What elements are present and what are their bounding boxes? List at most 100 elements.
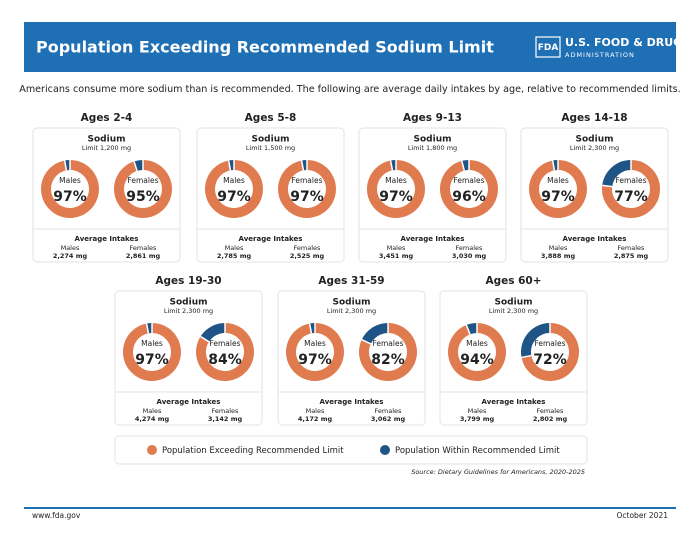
- intake-category: Males: [387, 244, 406, 252]
- intake-value: 2,861 mg: [126, 252, 161, 260]
- panel-title: Ages 5-8: [245, 112, 297, 124]
- panel-title: Ages 9-13: [403, 112, 462, 124]
- segment-gap: [308, 323, 313, 334]
- donut-segment: [361, 323, 389, 345]
- intake-category: Females: [456, 244, 484, 252]
- intake-title: Average Intakes: [482, 398, 546, 406]
- legend-label: Population Exceeding Recommended Limit: [162, 446, 344, 456]
- donut-segment: [367, 160, 425, 218]
- header-bar: [24, 22, 676, 72]
- donut-value-label: 97%: [135, 352, 169, 368]
- donut-segment: [278, 160, 336, 218]
- panel-limit: Limit 2,300 mg: [327, 307, 376, 315]
- donut-category: Females: [209, 339, 240, 348]
- donut-value-label: 96%: [452, 189, 486, 205]
- intake-category: Males: [225, 244, 244, 252]
- intake-title: Average Intakes: [75, 235, 139, 243]
- panel-subtitle: Sodium: [252, 135, 290, 145]
- donut-value-label: 97%: [298, 352, 332, 368]
- donut-segment: [602, 160, 632, 187]
- legend-box: [114, 435, 588, 465]
- panel-title: Ages 31-59: [318, 275, 384, 287]
- panel-title: Ages 60+: [485, 275, 541, 287]
- panel-limit: Limit 2,300 mg: [570, 144, 619, 152]
- intake-value: 4,274 mg: [135, 415, 170, 423]
- intake-value: 3,062 mg: [371, 415, 406, 423]
- donut-category: Females: [615, 176, 646, 185]
- footer-right: October 2021: [617, 511, 669, 520]
- segment-gap: [461, 160, 466, 171]
- intake-category: Females: [212, 407, 240, 415]
- donut-value-label: 97%: [217, 189, 251, 205]
- intake-category: Males: [306, 407, 325, 415]
- intake-value: 3,799 mg: [460, 415, 495, 423]
- panel-limit: Limit 2,300 mg: [489, 307, 538, 315]
- segment-gap: [300, 160, 305, 171]
- intake-title: Average Intakes: [563, 235, 627, 243]
- panel-limit: Limit 1,500 mg: [246, 144, 295, 152]
- intake-category: Males: [549, 244, 568, 252]
- donut-segment: [529, 160, 587, 218]
- donut-segment: [440, 160, 498, 218]
- segment-gap: [200, 335, 210, 343]
- segment-gap: [602, 184, 613, 188]
- intake-title: Average Intakes: [401, 235, 465, 243]
- panel-subtitle: Sodium: [333, 298, 371, 308]
- logo-sub: ADMINISTRATION: [565, 51, 635, 59]
- donut-category: Males: [141, 339, 163, 348]
- logo-badge: FDA: [538, 43, 559, 53]
- intake-category: Females: [537, 407, 565, 415]
- donut-segment: [114, 160, 172, 218]
- segment-gap: [63, 160, 68, 171]
- intake-value: 2,875 mg: [614, 252, 649, 260]
- segment-gap: [465, 324, 471, 335]
- segment-gap: [227, 160, 232, 171]
- segment-gap: [145, 323, 150, 334]
- donut-category: Females: [372, 339, 403, 348]
- segment-gap: [521, 354, 532, 359]
- panel-subtitle: Sodium: [495, 298, 533, 308]
- panel-subtitle: Sodium: [88, 135, 126, 145]
- legend-swatch: [380, 445, 390, 455]
- segment-gap: [551, 160, 556, 171]
- donut-segment: [200, 323, 226, 343]
- panel-title: Ages 14-18: [561, 112, 627, 124]
- donut-value-label: 97%: [541, 189, 575, 205]
- donut-category: Females: [127, 176, 158, 185]
- intake-value: 2,802 mg: [533, 415, 568, 423]
- intake-category: Males: [468, 407, 487, 415]
- legend-swatch: [147, 445, 157, 455]
- donut-segment: [134, 160, 144, 171]
- donut-value-label: 72%: [533, 352, 567, 368]
- page-title: Population Exceeding Recommended Sodium …: [36, 38, 494, 57]
- panel-limit: Limit 2,300 mg: [164, 307, 213, 315]
- intake-category: Males: [61, 244, 80, 252]
- donut-segment: [448, 323, 506, 381]
- intake-value: 3,142 mg: [208, 415, 243, 423]
- intake-category: Females: [375, 407, 403, 415]
- intake-title: Average Intakes: [239, 235, 303, 243]
- intake-category: Females: [130, 244, 158, 252]
- panel-limit: Limit 1,800 mg: [408, 144, 457, 152]
- intro-text: Americans consume more sodium than is re…: [19, 84, 680, 95]
- logo-box: [535, 36, 561, 58]
- panel-subtitle: Sodium: [170, 298, 208, 308]
- donut-category: Females: [291, 176, 322, 185]
- donut-segment: [461, 160, 470, 171]
- donut-value-label: 84%: [208, 352, 242, 368]
- panel-limit: Limit 1,200 mg: [82, 144, 131, 152]
- intake-value: 3,888 mg: [541, 252, 576, 260]
- intake-category: Females: [294, 244, 322, 252]
- donut-category: Males: [547, 176, 569, 185]
- panel-title: Ages 2-4: [81, 112, 133, 124]
- intake-value: 2,785 mg: [217, 252, 252, 260]
- donut-segment: [466, 323, 478, 335]
- intake-title: Average Intakes: [157, 398, 221, 406]
- donut-value-label: 94%: [460, 352, 494, 368]
- donut-value-label: 77%: [614, 189, 648, 205]
- donut-category: Males: [304, 339, 326, 348]
- donut-value-label: 97%: [53, 189, 87, 205]
- segment-gap: [389, 160, 394, 171]
- donut-value-label: 95%: [126, 189, 160, 205]
